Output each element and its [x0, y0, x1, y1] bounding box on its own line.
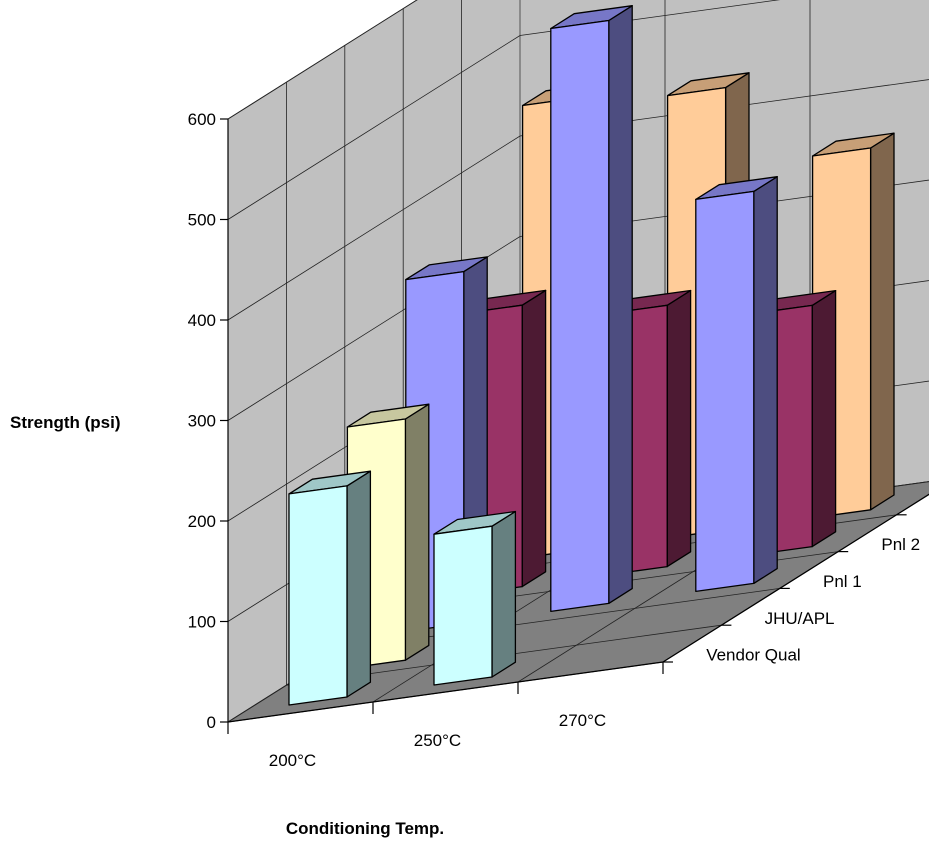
y-tick-label: 100: [188, 613, 216, 632]
bar-side: [811, 289, 837, 548]
bar: [433, 510, 517, 686]
y-tick-label: 300: [188, 412, 216, 431]
x-tick-label: 270°C: [559, 711, 606, 730]
axes: 0 100 200 300 400 500 600 200°C 250°C 270°C Vendor…: [188, 110, 929, 770]
x-tick-label: 250°C: [414, 731, 461, 750]
bar: [695, 176, 778, 593]
bar-side: [869, 132, 895, 511]
bar-front: [550, 19, 610, 613]
bar-front: [695, 190, 755, 593]
bar-side: [491, 510, 517, 678]
bar-side: [608, 5, 633, 605]
bar-side: [753, 176, 778, 585]
series-label: Vendor Qual: [706, 646, 801, 665]
bar-front: [433, 525, 493, 686]
series-axis-line: [662, 493, 929, 663]
gridline-value: [227, 0, 781, 220]
bar: [288, 470, 372, 706]
x-tick-label: 200°C: [269, 751, 316, 770]
y-tick-label: 600: [188, 110, 216, 129]
y-tick-label: 500: [188, 211, 216, 230]
gridline-value: [227, 0, 418, 120]
bar-side: [666, 289, 692, 568]
bar-side: [521, 289, 547, 588]
y-tick-label: 0: [207, 713, 216, 732]
x-axis-label: Conditioning Temp.: [286, 819, 444, 838]
bar: [550, 5, 633, 613]
y-tick-label: 200: [188, 512, 216, 531]
y-axis-label: Strength (psi): [10, 413, 121, 432]
bar-side: [404, 403, 430, 661]
series-label: Pnl 2: [881, 535, 920, 554]
bar-front: [288, 485, 348, 706]
series-label: Pnl 1: [823, 572, 862, 591]
series-label: JHU/APL: [765, 609, 835, 628]
bar-side: [346, 470, 372, 698]
y-tick-label: 400: [188, 311, 216, 330]
bars: [288, 5, 895, 706]
x-axis-line: [227, 661, 664, 723]
